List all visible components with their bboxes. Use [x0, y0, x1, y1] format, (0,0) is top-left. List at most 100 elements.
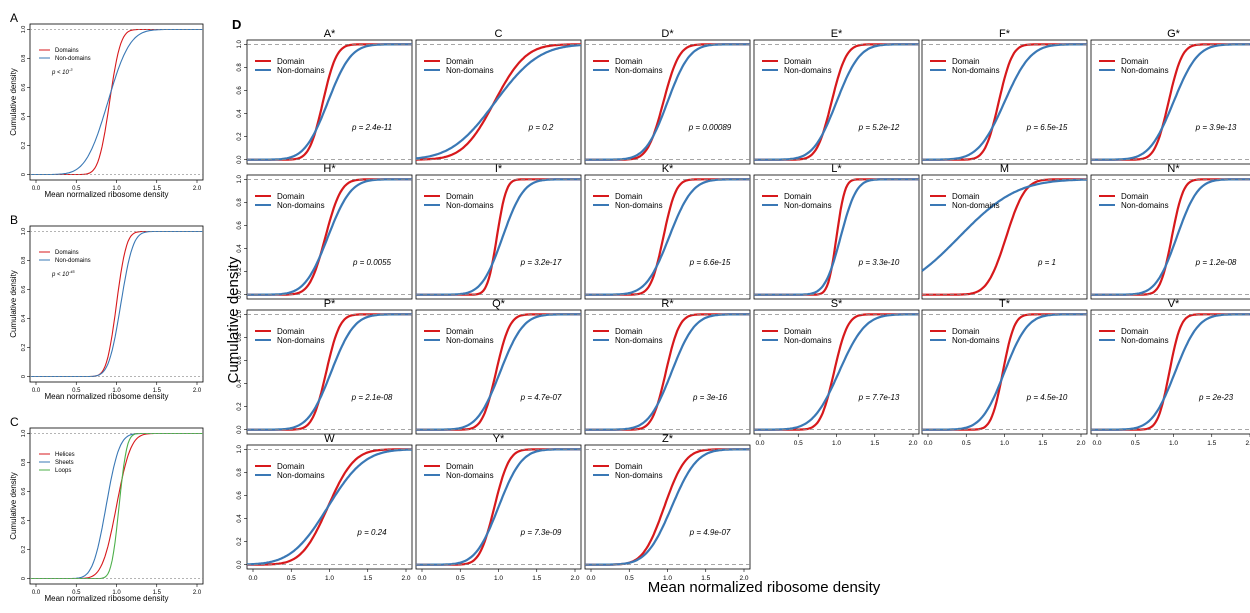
- y-tick-label: 0.8: [237, 198, 243, 207]
- x-tick-label: 1.5: [363, 575, 372, 582]
- panel-title: S*: [831, 298, 843, 310]
- x-tick-label: 0.5: [287, 575, 296, 582]
- legend-label: Domain: [446, 192, 474, 201]
- p-value-label: p = 0.24: [356, 528, 387, 537]
- legend-label: Non-domains: [55, 258, 91, 264]
- plot-frame: [753, 309, 920, 435]
- series-line-non-domains: [585, 448, 750, 566]
- series-line-non-domains: [585, 43, 750, 161]
- panel-title: Z*: [662, 433, 674, 445]
- x-tick-label: 1.5: [870, 440, 879, 447]
- panel-title: W: [324, 433, 335, 445]
- series-line-non-domains: [922, 43, 1087, 161]
- p-value-label: p = 2e-23: [1198, 393, 1234, 402]
- y-tick-label: 0.6: [21, 488, 27, 496]
- plot-frame: [1090, 39, 1250, 165]
- legend-label: Non-domains: [55, 56, 91, 62]
- y-tick-label: 0.4: [21, 315, 27, 323]
- x-tick-label: 1.0: [112, 388, 121, 394]
- legend-label: Non-domains: [277, 471, 325, 480]
- figure-y-label: Cumulative density: [225, 256, 242, 383]
- y-tick-label: 0.6: [21, 84, 27, 92]
- y-tick-label: 1.0: [237, 445, 243, 454]
- p-value-label: p = 1: [1037, 258, 1056, 267]
- y-tick-label: 0.8: [237, 63, 243, 72]
- legend-label: Domain: [277, 462, 305, 471]
- y-tick-label: 0.0: [237, 290, 243, 299]
- x-tick-label: 0.5: [72, 388, 81, 394]
- legend-label: Domain: [1121, 327, 1149, 336]
- legend-label: Domain: [277, 192, 305, 201]
- panel-d-letter: D: [232, 17, 241, 32]
- legend-label: Domain: [615, 462, 643, 471]
- panel-title: T*: [999, 298, 1011, 310]
- legend-label: Non-domains: [615, 201, 663, 210]
- series-line-non-domains: [416, 313, 581, 431]
- legend-label: Domain: [952, 192, 980, 201]
- x-tick-label: 0.0: [923, 440, 932, 447]
- p-value-label: p < 10-3: [51, 67, 73, 76]
- plot-frame: [246, 39, 413, 165]
- p-value-label: p = 2.4e-11: [351, 123, 392, 132]
- x-tick-label: 1.5: [532, 575, 541, 582]
- x-tick-label: 1.5: [153, 590, 162, 596]
- y-tick-label: 0.4: [21, 113, 27, 121]
- p-value-label: p = 4.7e-07: [520, 393, 562, 402]
- p-value-label: p = 4.9e-07: [689, 528, 731, 537]
- p-value-label: p = 4.5e-10: [1026, 393, 1068, 402]
- panel-title: G*: [1167, 28, 1181, 40]
- panel-title: K*: [662, 163, 674, 175]
- x-tick-label: 1.5: [153, 186, 162, 192]
- panel-title: N*: [1167, 163, 1180, 175]
- y-tick-label: 0.0: [237, 155, 243, 164]
- p-value-label: p = 3.2e-17: [520, 258, 562, 267]
- series-line-non-domains: [246, 448, 413, 566]
- y-tick-label: 0.8: [21, 257, 27, 265]
- panel-letter: B: [10, 213, 18, 227]
- y-tick-label: 0.4: [21, 517, 27, 525]
- p-value-label: p = 7.7e-13: [858, 393, 900, 402]
- p-value-label: p = 0.00089: [688, 123, 732, 132]
- x-tick-label: 1.0: [112, 186, 121, 192]
- y-tick-label: 0.6: [237, 491, 243, 500]
- panel-title: V*: [1168, 298, 1180, 310]
- y-tick-label: 0: [21, 375, 27, 378]
- y-tick-label: 0.0: [237, 560, 243, 569]
- plot-frame: [1090, 174, 1250, 300]
- series-line-non-domains: [754, 43, 919, 161]
- legend-label: Non-domains: [1121, 201, 1169, 210]
- legend-label: Non-domains: [446, 201, 494, 210]
- y-tick-label: 0.8: [237, 333, 243, 342]
- legend-label: Domain: [784, 192, 812, 201]
- x-tick-label: 2.0: [401, 575, 410, 582]
- legend-label: Domain: [784, 57, 812, 66]
- p-value-label: p = 0.2: [528, 123, 554, 132]
- panel-title: C: [495, 28, 503, 40]
- series-line-non-domains: [754, 313, 919, 431]
- p-value-label: p = 2.1e-08: [351, 393, 393, 402]
- y-tick-label: 0.6: [237, 86, 243, 95]
- y-tick-label: 0.4: [237, 379, 243, 388]
- p-value-label: p = 6.6e-15: [689, 258, 731, 267]
- y-tick-label: 1.0: [237, 40, 243, 49]
- y-tick-label: 0.2: [21, 142, 27, 150]
- p-value-label: p = 3.9e-13: [1195, 123, 1237, 132]
- x-axis-label: Mean normalized ribosome density: [44, 594, 168, 603]
- y-tick-label: 0.6: [237, 221, 243, 230]
- x-tick-label: 0.5: [962, 440, 971, 447]
- x-tick-label: 1.5: [1207, 440, 1216, 447]
- x-tick-label: 1.5: [701, 575, 710, 582]
- p-value-label: p = 0.0055: [352, 258, 392, 267]
